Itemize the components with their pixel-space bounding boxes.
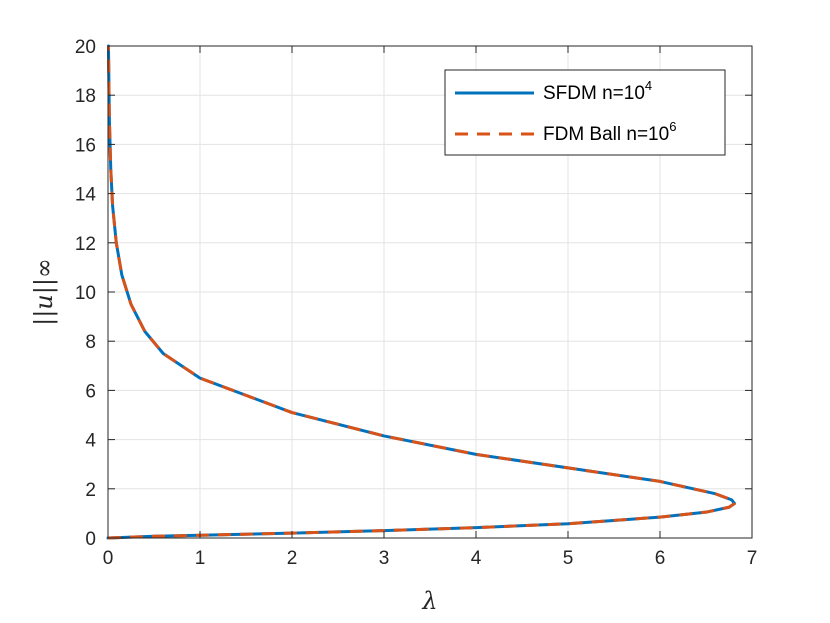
y-tick-label: 18 [75,86,96,107]
x-tick-label: 3 [379,548,390,569]
x-tick-label: 4 [471,548,482,569]
x-tick-label: 0 [103,548,114,569]
y-tick-label: 4 [85,431,96,452]
x-tick-label: 1 [195,548,206,569]
x-axis-label: λ [421,587,437,615]
y-tick-label: 12 [75,234,96,255]
x-tick-label: 6 [655,548,666,569]
x-tick-label: 7 [747,548,758,569]
x-tick-label: 5 [563,548,574,569]
y-tick-label: 8 [85,332,96,353]
y-axis-label: ||u||∞ [30,258,59,326]
y-tick-label: 0 [85,529,96,550]
legend-label-sfdm: SFDM n=104 [543,78,652,104]
y-tick-label: 2 [85,480,96,501]
legend: SFDM n=104 FDM Ball n=106 [444,69,726,156]
legend-box [444,69,726,156]
y-tick-label: 20 [75,37,96,58]
series-line-fdm-ball [106,45,737,540]
x-tick-label: 2 [287,548,298,569]
series-layer [106,44,737,540]
y-tick-label: 10 [75,283,96,304]
legend-label-fdm-ball: FDM Ball n=106 [543,119,676,145]
y-tick-label: 14 [75,185,97,206]
y-tick-label: 6 [85,381,96,402]
y-tick-label: 16 [75,135,96,156]
ticks [107,45,753,539]
